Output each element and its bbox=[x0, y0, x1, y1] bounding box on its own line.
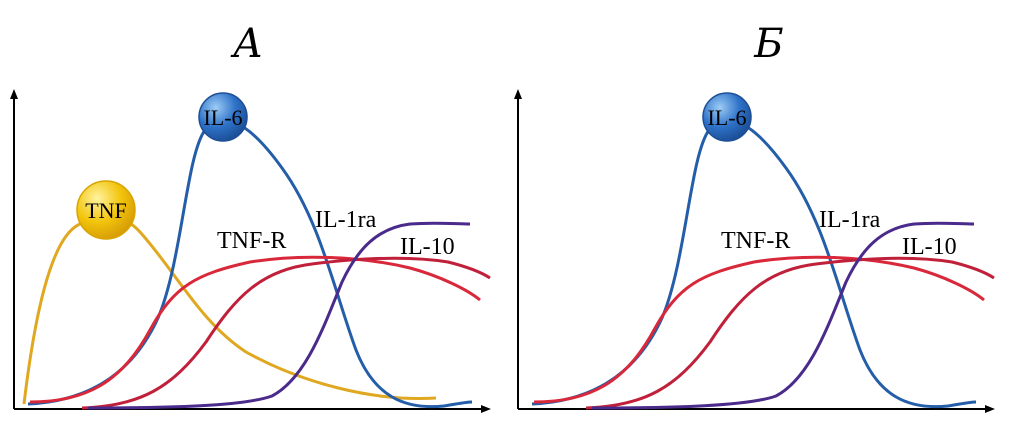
il10-label-b: IL-10 bbox=[902, 234, 957, 260]
series-line-il1ra-b bbox=[591, 221, 975, 410]
series-line-il1ra bbox=[87, 221, 471, 410]
tnf-bubble bbox=[76, 180, 136, 240]
il6-bubble-b bbox=[702, 92, 752, 142]
tnfr-label-a: TNF-R bbox=[217, 228, 286, 254]
panel-a: А TNF IL-6 TNF-R IL-1ra IL-10 bbox=[10, 21, 491, 413]
series-line-il10 bbox=[81, 256, 491, 410]
panel-b: Б IL-6 TNF-R IL-1ra IL-10 bbox=[514, 21, 995, 413]
series-line-il6 bbox=[27, 119, 473, 409]
il6-label-a: IL-6 bbox=[203, 105, 242, 130]
series-line-il6-b bbox=[531, 119, 977, 409]
panel-a-title: А bbox=[230, 21, 263, 67]
il6-bubble-a bbox=[198, 92, 248, 142]
tnfr-label-b: TNF-R bbox=[721, 228, 790, 254]
series-line-tnf bbox=[22, 214, 437, 405]
il10-label-a: IL-10 bbox=[400, 234, 455, 260]
series-line-il10-b bbox=[585, 256, 995, 410]
series-line-tnfr-b bbox=[533, 255, 985, 404]
il1ra-label-a: IL-1ra bbox=[315, 207, 377, 233]
il1ra-label-b: IL-1ra bbox=[819, 207, 881, 233]
il6-label-b: IL-6 bbox=[707, 105, 746, 130]
series-line-tnfr bbox=[29, 255, 481, 404]
panel-b-title: Б bbox=[753, 21, 783, 67]
tnf-label: TNF bbox=[85, 198, 127, 223]
